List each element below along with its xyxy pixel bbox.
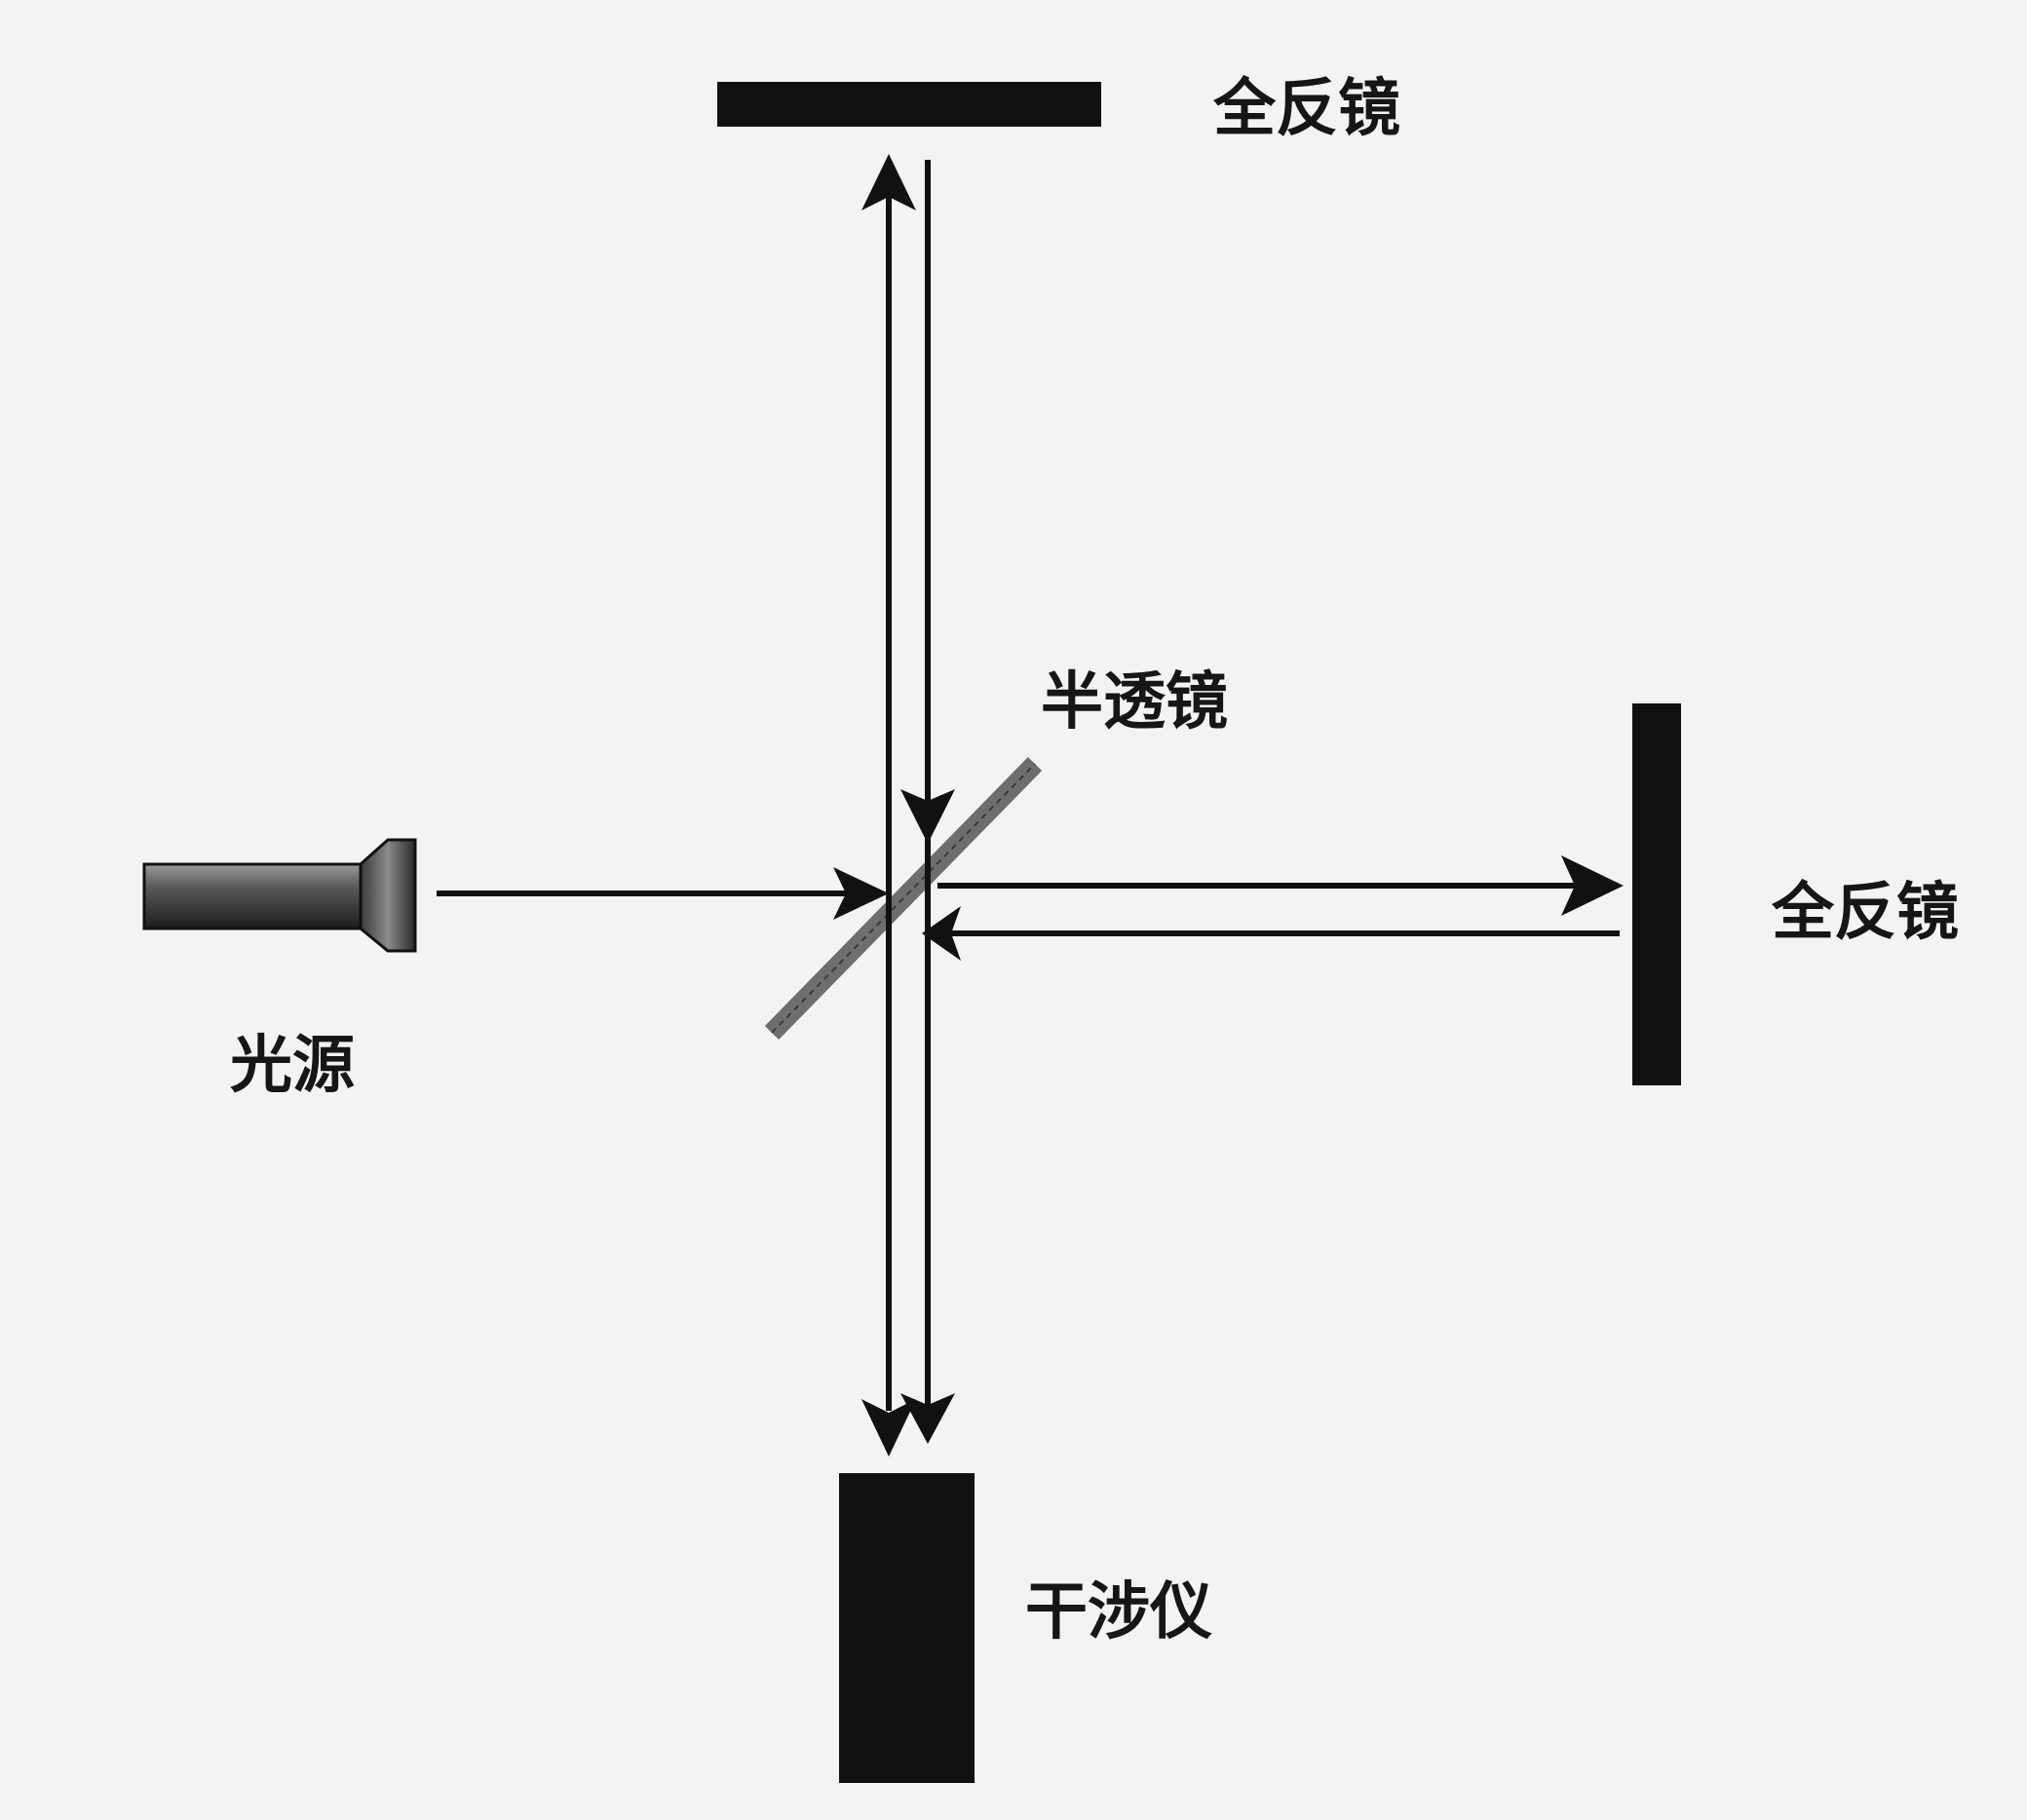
light-source-label: 光源 bbox=[230, 1030, 355, 1102]
interferometer-block bbox=[839, 1473, 975, 1783]
arrow-down-to-detector-left bbox=[861, 1399, 916, 1457]
arrow-right-to-mirror bbox=[1561, 855, 1624, 916]
arrow-up-to-top-mirror bbox=[861, 154, 916, 210]
interferometer-label: 干涉仪 bbox=[1025, 1576, 1212, 1649]
light-paths bbox=[437, 160, 1620, 1411]
right-mirror-label: 全反镜 bbox=[1771, 877, 1959, 949]
arrowheads bbox=[833, 154, 1624, 1457]
right-mirror bbox=[1632, 703, 1681, 1085]
top-mirror bbox=[717, 82, 1101, 127]
arrow-down-into-splitter bbox=[900, 789, 955, 844]
top-mirror-label: 全反镜 bbox=[1212, 73, 1400, 145]
arrow-left-return bbox=[922, 906, 961, 961]
arrow-down-to-detector-right bbox=[900, 1393, 955, 1444]
light-source-icon bbox=[142, 838, 417, 953]
arrow-right-incoming bbox=[833, 867, 889, 920]
beam-splitter-label: 半透镜 bbox=[1041, 666, 1228, 739]
